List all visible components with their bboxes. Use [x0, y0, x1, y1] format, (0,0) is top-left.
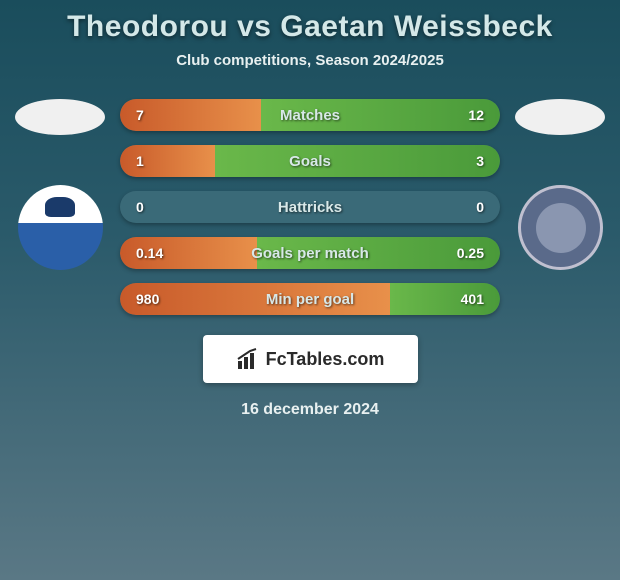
right-flag [515, 99, 605, 135]
stat-value-right: 3 [476, 153, 484, 169]
right-player-col [510, 89, 610, 270]
subtitle: Club competitions, Season 2024/2025 [0, 52, 620, 69]
main-content: 7Matches12 1Goals3 0Hattricks0 0.14Goals pe… [0, 69, 620, 315]
stat-row: 0.14Goals per match0.25 [120, 237, 500, 269]
stats-container: 7Matches12 1Goals3 0Hattricks0 0.14Goals pe… [120, 89, 500, 315]
page-title: Theodorou vs Gaetan Weissbeck [0, 10, 620, 44]
stat-row: 980Min per goal401 [120, 283, 500, 315]
stat-row: 1Goals3 [120, 145, 500, 177]
stat-label: Hattricks [120, 199, 500, 216]
left-player-col [10, 89, 110, 270]
chart-icon [236, 347, 260, 371]
stat-label: Matches [120, 107, 500, 124]
logo-text: FcTables.com [266, 349, 385, 370]
fctables-logo[interactable]: FcTables.com [203, 335, 418, 383]
stat-value-right: 0.25 [457, 245, 484, 261]
stat-value-right: 401 [461, 291, 484, 307]
left-club-crest [18, 185, 103, 270]
left-flag [15, 99, 105, 135]
date-label: 16 december 2024 [0, 401, 620, 419]
stat-label: Goals [120, 153, 500, 170]
stat-label: Goals per match [120, 245, 500, 262]
stat-value-right: 0 [476, 199, 484, 215]
stat-value-right: 12 [468, 107, 484, 123]
stat-row: 0Hattricks0 [120, 191, 500, 223]
stat-row: 7Matches12 [120, 99, 500, 131]
right-club-crest [518, 185, 603, 270]
stat-label: Min per goal [120, 291, 500, 308]
